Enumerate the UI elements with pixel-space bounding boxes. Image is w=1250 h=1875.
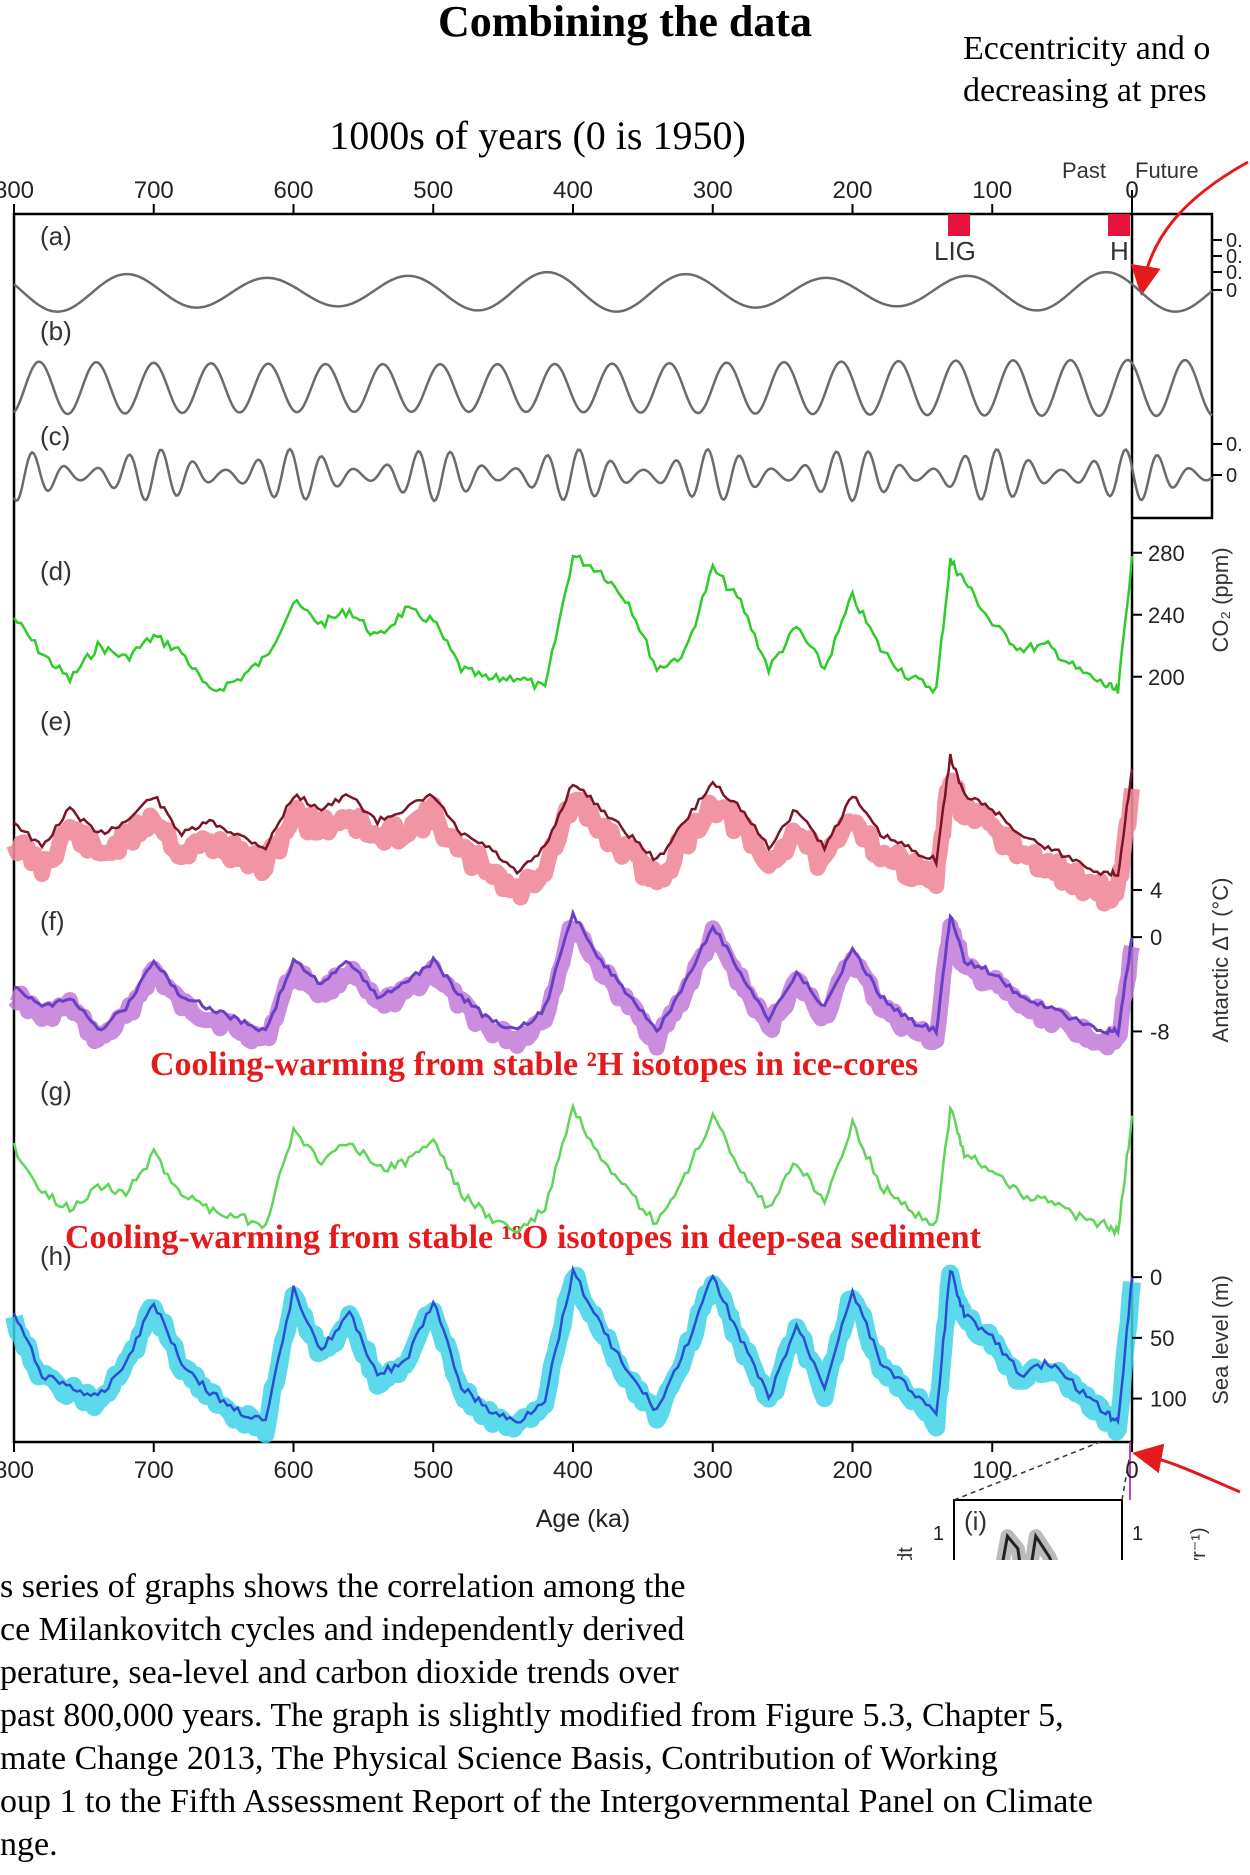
caption-line: mate Change 2013, The Physical Science B… — [0, 1740, 998, 1777]
panel-label: (g) — [40, 1076, 72, 1106]
o18-series-line — [12, 1102, 1134, 1238]
co2-tick-label: 280 — [1148, 541, 1185, 566]
top-axis-tick-label: 700 — [134, 177, 174, 204]
annotation-note-line-2: decreasing at pres — [963, 72, 1207, 109]
top-axis-tick-label: 800 — [0, 177, 34, 204]
obliquity-curve — [12, 358, 1213, 418]
bottom-axis-tick-label: 200 — [832, 1457, 872, 1484]
bottom-axis-tick-label: 300 — [693, 1457, 733, 1484]
caption-line: perature, sea-level and carbon dioxide t… — [0, 1654, 679, 1691]
top-axis-tick-label: 200 — [832, 177, 872, 204]
annotation-note-line-1: Eccentricity and o — [963, 30, 1211, 67]
eccentricity-tick-label: 0. — [1226, 262, 1243, 284]
precession-tick-label: 0 — [1226, 465, 1237, 487]
caption-line: past 800,000 years. The graph is slightl… — [0, 1697, 1064, 1734]
future-label: Future — [1135, 158, 1199, 183]
bottom-axis-tick-label: 400 — [553, 1457, 593, 1484]
inset-y-label-right: (°C kyr⁻¹) — [1188, 1527, 1210, 1560]
top-axis-tick-label: 500 — [413, 177, 453, 204]
panel-label: (a) — [40, 221, 72, 251]
bottom-axis-tick-label: 500 — [413, 1457, 453, 1484]
sea-level-tick-label: 100 — [1150, 1387, 1187, 1412]
panel-label: (i) — [964, 1506, 987, 1536]
caption-line: nge. — [0, 1826, 58, 1863]
lig-marker — [948, 214, 970, 236]
inset-y-label-left: dT/dt — [895, 1547, 917, 1560]
antarctic-tick-label: 0 — [1150, 925, 1162, 950]
antarctic-series-line — [13, 908, 1134, 1039]
eccentricity-curve — [13, 270, 1213, 313]
precession-curve — [12, 447, 1213, 503]
sea-level-axis-label: Sea level (m) — [1208, 1275, 1233, 1405]
caption-line: ce Milankovitch cycles and independently… — [0, 1611, 685, 1648]
future-panel-frame — [1132, 212, 1214, 520]
top-axis-title: 1000s of years (0 is 1950) — [329, 113, 746, 158]
top-axis-tick-label: 0 — [1125, 177, 1138, 204]
panel-label: (c) — [40, 421, 70, 451]
h-marker — [1108, 214, 1130, 236]
top-axis-tick-label: 600 — [273, 177, 313, 204]
panel-label: (b) — [40, 316, 72, 346]
past-label: Past — [1062, 158, 1106, 183]
antarctic-tick-label: -8 — [1150, 1019, 1170, 1044]
bottom-axis-tick-label: 0 — [1125, 1457, 1138, 1484]
top-axis-tick-label: 300 — [693, 177, 733, 204]
top-red-arrow — [1130, 160, 1249, 296]
panel-label: (d) — [40, 556, 72, 586]
co2-axis-label: CO₂ (ppm) — [1208, 547, 1233, 652]
climate-chart: Past Future Age (ka) LIG H Cooling-warmi… — [0, 158, 1249, 1560]
eccentricity-tick-label: 0. — [1226, 246, 1243, 268]
lig-label: LIG — [934, 236, 976, 266]
sea-level-tick-label: 50 — [1150, 1326, 1174, 1351]
eccentricity-tick-label: 0. — [1226, 230, 1243, 252]
co2-tick-label: 240 — [1148, 603, 1185, 628]
bottom-axis-tick-label: 600 — [273, 1457, 313, 1484]
bottom-axis-tick-label: 100 — [972, 1457, 1012, 1484]
h2-isotopes-annotation: Cooling-warming from stable ²H isotopes … — [150, 1046, 918, 1083]
bottom-axis-tick-label: 800 — [0, 1457, 34, 1484]
caption-line: s series of graphs shows the correlation… — [0, 1568, 686, 1605]
top-axis-tick-label: 400 — [553, 177, 593, 204]
eccentricity-tick-label: 0 — [1226, 280, 1237, 302]
caption-line: oup 1 to the Fifth Assessment Report of … — [0, 1783, 1093, 1820]
panel-label: (e) — [40, 706, 72, 736]
sea-level-series-line — [12, 1264, 1134, 1426]
temperature-uncertainty-band — [6, 772, 1140, 912]
inset-y-tick-label-right: 1 — [1132, 1523, 1143, 1545]
sea-level-tick-label: 0 — [1150, 1265, 1162, 1290]
page-title: Combining the data — [437, 0, 813, 46]
precession-tick-label: 0. — [1226, 434, 1243, 456]
inset-y-tick-label-left: 1 — [933, 1523, 944, 1545]
bottom-axis-tick-label: 700 — [134, 1457, 174, 1484]
bottom-axis-title: Age (ka) — [536, 1505, 630, 1533]
antarctic-tick-label: 4 — [1150, 878, 1162, 903]
antarctic-uncertainty-band — [8, 917, 1140, 1056]
panel-label: (f) — [40, 906, 65, 936]
bottom-red-arrow — [1132, 1443, 1241, 1494]
h-label: H — [1110, 236, 1129, 266]
sea-level-uncertainty-band — [5, 1264, 1141, 1444]
antarctic-axis-label: Antarctic ΔT (°C) — [1208, 878, 1233, 1043]
temperature-series-line — [13, 753, 1134, 878]
co2-series-line — [12, 554, 1134, 695]
panel-label: (h) — [40, 1241, 72, 1271]
co2-tick-label: 200 — [1148, 665, 1185, 690]
top-axis-tick-label: 100 — [972, 177, 1012, 204]
figure-caption: s series of graphs shows the correlation… — [0, 1565, 1250, 1866]
